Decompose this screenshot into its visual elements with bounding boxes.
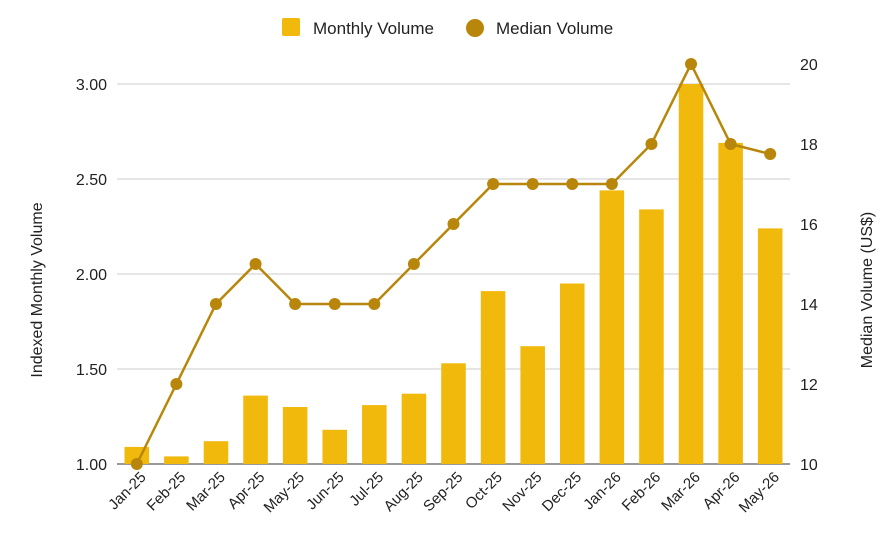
right-tick-label: 20 [800,57,818,74]
line-point [209,298,222,310]
line-point [328,298,341,310]
x-tick-label: Dec-25 [539,469,585,515]
line-point [170,378,183,390]
bar [362,405,387,464]
x-tick-label: Aug-25 [381,469,427,515]
bar [322,429,348,464]
bar [441,363,466,464]
right-axis-title: Median Volume (US$) [859,212,876,369]
x-tick-label: Jun-25 [303,469,347,513]
bar [678,84,704,464]
x-tick-label: Jan-25 [105,469,149,513]
bar [639,209,664,464]
right-axis-ticks: 10 12 14 16 18 20 [800,57,818,474]
x-tick-label: Jan-26 [580,469,624,513]
right-tick-label: 18 [800,137,818,154]
legend-label-median-volume: Median Volume [496,19,613,38]
bar [203,441,229,464]
line-point [764,148,777,160]
bar [718,142,743,464]
left-axis-title: Indexed Monthly Volume [29,202,46,377]
line-point [130,458,143,470]
x-tick-label: Mar-25 [183,469,229,515]
left-tick-label: 2.00 [76,267,107,284]
x-tick-label: Mar-26 [658,469,704,515]
legend-label-monthly-volume: Monthly Volume [313,19,434,38]
line-point [368,298,381,310]
line-point [447,218,460,230]
line-point [685,58,698,70]
bar [164,456,189,464]
bar [520,346,545,464]
line-point [289,298,302,310]
line-point [566,178,579,190]
line-point [526,178,539,190]
bar [480,291,506,464]
legend-bar-swatch [282,18,300,36]
x-tick-label: Oct-25 [462,469,506,513]
gridlines [117,83,790,465]
bar [401,393,427,464]
left-tick-label: 3.00 [76,77,107,94]
legend: Monthly Volume Median Volume [282,18,613,38]
line-point [724,138,737,150]
left-tick-label: 1.00 [76,457,107,474]
line-point [605,178,618,190]
right-tick-label: 12 [800,377,818,394]
bar [282,407,308,464]
x-tick-label: May-26 [736,469,783,516]
right-tick-label: 10 [800,457,818,474]
line-point [487,178,500,190]
line-point [249,258,262,270]
bar [757,228,783,464]
left-tick-label: 1.50 [76,362,107,379]
bar [599,190,625,464]
bar-series [124,84,783,464]
bar [243,395,268,464]
x-tick-label: Nov-25 [499,469,545,515]
x-tick-label: Feb-26 [619,469,665,515]
left-axis-ticks: 1.00 1.50 2.00 2.50 3.00 [76,77,107,474]
line-point [645,138,658,150]
right-tick-label: 16 [800,217,818,234]
x-tick-label: May-25 [261,469,308,516]
bar [559,283,585,464]
x-axis-ticks: Jan-25Feb-25Mar-25Apr-25May-25Jun-25Jul-… [105,469,783,516]
line-point [407,258,420,270]
right-tick-label: 14 [800,297,818,314]
left-tick-label: 2.50 [76,172,107,189]
x-tick-label: Feb-25 [144,469,190,515]
legend-line-swatch [466,19,484,37]
line-series [130,58,777,470]
x-tick-label: Sep-25 [420,469,466,515]
